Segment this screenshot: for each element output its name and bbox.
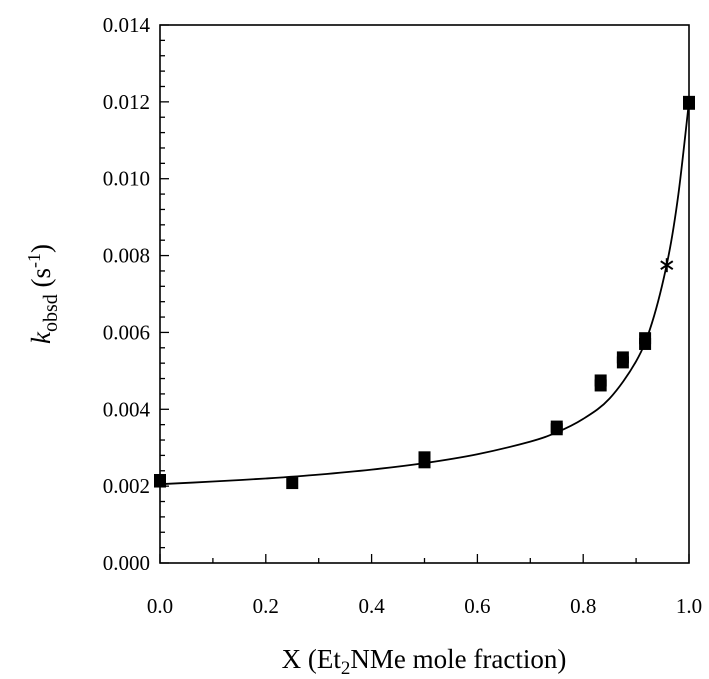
x-axis-title-subscript: 2 xyxy=(341,658,351,679)
x-tick-label: 0.6 xyxy=(464,594,490,618)
y-axis-tick-labels: 0.000 0.002 0.004 0.006 0.008 0.010 0.012 0.014 xyxy=(103,13,151,575)
data-point-square xyxy=(550,420,563,433)
data-point-asterisk xyxy=(660,258,674,273)
y-tick-label: 0.014 xyxy=(103,13,151,37)
data-point-square xyxy=(154,473,166,486)
y-axis-title-symbol: k xyxy=(26,331,56,344)
data-point-square xyxy=(616,351,629,364)
y-tick-label: 0.004 xyxy=(103,397,151,421)
data-point-square xyxy=(286,477,299,490)
y-tick-label: 0.000 xyxy=(103,551,150,575)
x-tick-label: 0.8 xyxy=(570,594,596,618)
x-tick-label: 0.0 xyxy=(147,594,173,618)
x-tick-label: 0.4 xyxy=(358,594,385,618)
y-tick-label: 0.008 xyxy=(103,244,150,268)
x-axis-tick-labels: 0.0 0.2 0.4 0.6 0.8 1.0 xyxy=(147,594,702,618)
fit-curve xyxy=(159,101,690,486)
x-axis-title: X (Et2NMe mole fraction) xyxy=(282,644,567,679)
x-tick-label: 0.2 xyxy=(253,594,279,618)
plot-frame xyxy=(159,24,690,564)
y-axis-title-superscript: -1 xyxy=(24,253,44,268)
y-tick-label: 0.012 xyxy=(103,90,150,114)
x-axis-ticks xyxy=(159,554,690,563)
y-axis-title-subscript: obsd xyxy=(40,294,62,332)
y-axis-title-unit-prefix: (s xyxy=(26,268,56,294)
data-point-square xyxy=(418,451,431,464)
x-axis-title-suffix: NMe mole fraction) xyxy=(350,644,566,674)
data-point-square xyxy=(639,332,652,345)
y-tick-label: 0.002 xyxy=(103,474,150,498)
y-axis-title-unit-suffix: ) xyxy=(26,244,56,253)
asterisk-stroke xyxy=(660,260,674,271)
x-axis-title-prefix: X (Et xyxy=(282,644,342,674)
y-tick-label: 0.010 xyxy=(103,167,150,191)
data-point-square xyxy=(594,374,607,387)
data-points xyxy=(154,95,695,490)
x-tick-label: 1.0 xyxy=(676,594,702,618)
y-tick-label: 0.006 xyxy=(103,320,150,344)
y-axis-title: kobsd (s-1) xyxy=(24,244,62,344)
data-point-square xyxy=(683,95,695,108)
